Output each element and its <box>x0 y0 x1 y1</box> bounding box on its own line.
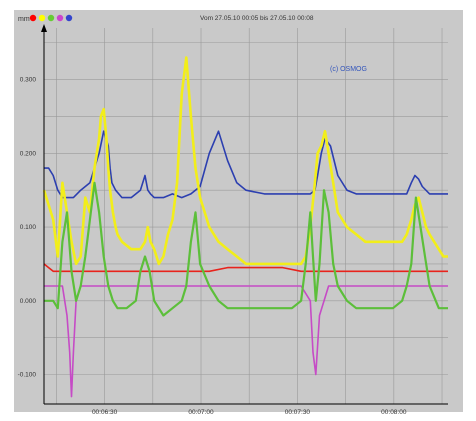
y-axis-arrow-icon <box>41 24 47 32</box>
x-tick-label: 00:07:00 <box>188 409 214 416</box>
x-tick-label: 00:07:30 <box>285 409 311 416</box>
yellow-dot-icon <box>38 14 46 22</box>
watermark: (c) OSMOG <box>330 66 367 73</box>
x-tick-label: 00:08:00 <box>381 409 407 416</box>
y-tick-label: 0.300 <box>20 77 37 84</box>
series-line-3 <box>44 285 448 398</box>
x-tick-label: 00:06:30 <box>92 409 118 416</box>
plot-area <box>44 28 448 404</box>
y-tick-label: 0.000 <box>20 298 37 305</box>
series-line-2 <box>43 263 448 273</box>
date-range-label: Vom 27.05.10 00:05 bis 27.05.10 00:08 <box>200 15 314 22</box>
y-tick-labels: 0.300 0.200 0.100 0.000 -0.100 <box>18 77 37 379</box>
series-layer <box>42 56 448 398</box>
magenta-dot-icon <box>56 14 64 22</box>
series-color-dots <box>29 14 73 22</box>
y-tick-label: 0.200 <box>20 150 37 157</box>
axes <box>41 24 448 405</box>
series-line-1 <box>42 56 448 266</box>
unit-label: mm <box>18 16 30 23</box>
green-dot-icon <box>47 14 55 22</box>
blue-dot-icon <box>65 14 73 22</box>
series-line-4 <box>44 181 448 317</box>
x-tick-labels: 00:06:30 00:07:00 00:07:30 00:08:00 <box>92 409 407 416</box>
series-line-0 <box>44 130 448 199</box>
red-dot-icon <box>29 14 37 22</box>
y-tick-label: -0.100 <box>18 372 37 379</box>
y-tick-label: 0.100 <box>20 224 37 231</box>
